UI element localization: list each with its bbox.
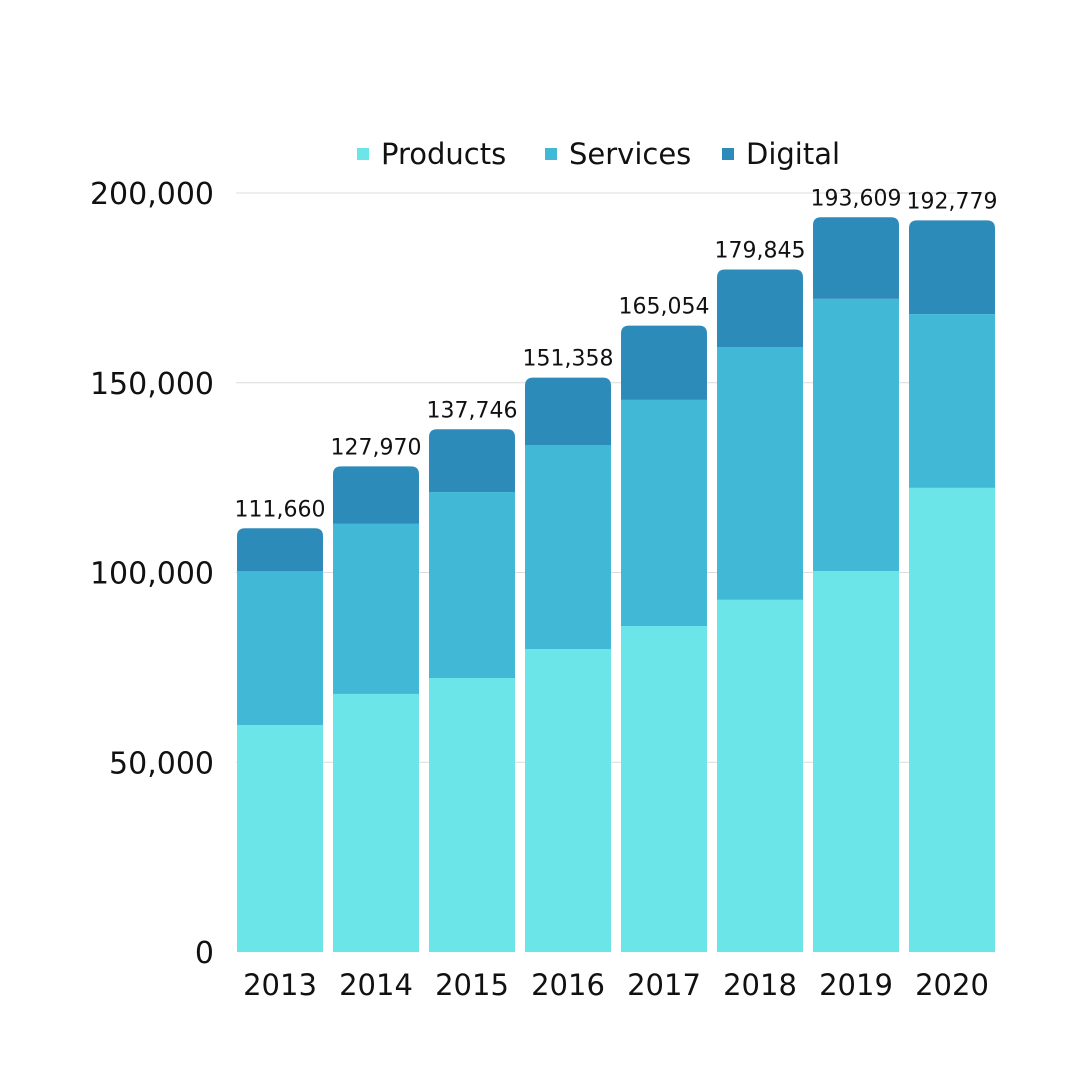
- bar-segment-services: [333, 523, 419, 694]
- bar-segment-digital: [717, 269, 803, 348]
- legend-label: Services: [569, 137, 691, 171]
- bar-segment-digital: [429, 429, 515, 493]
- x-tick-label: 2019: [819, 968, 893, 1002]
- total-label: 151,358: [523, 347, 614, 372]
- bar-segment-products: [525, 649, 611, 952]
- legend-swatch-services: [545, 148, 557, 160]
- x-tick-label: 2020: [915, 968, 989, 1002]
- total-label: 137,746: [427, 398, 518, 423]
- x-tick-label: 2013: [243, 968, 317, 1002]
- x-tick-label: 2015: [435, 968, 509, 1002]
- bar-segment-services: [813, 298, 899, 571]
- total-label: 165,054: [619, 295, 710, 320]
- bar-segment-digital: [813, 217, 899, 299]
- x-tick-label: 2017: [627, 968, 701, 1002]
- total-label: 111,660: [235, 497, 326, 522]
- y-tick-label: 50,000: [109, 746, 214, 781]
- bar-segment-products: [813, 570, 899, 952]
- bar-segment-services: [429, 492, 515, 679]
- y-tick-label: 200,000: [90, 177, 214, 212]
- bar-segment-services: [909, 314, 995, 488]
- total-label: 179,845: [715, 238, 806, 263]
- x-tick-label: 2014: [339, 968, 413, 1002]
- y-tick-label: 0: [195, 936, 214, 971]
- legend-label: Digital: [746, 137, 840, 171]
- total-label: 193,609: [811, 186, 902, 211]
- bar-segment-digital: [237, 528, 323, 571]
- x-tick-label: 2018: [723, 968, 797, 1002]
- y-tick-label: 100,000: [90, 557, 214, 592]
- y-tick-label: 150,000: [90, 367, 214, 402]
- bar-segment-services: [525, 444, 611, 650]
- bar-segment-digital: [525, 377, 611, 445]
- bar-segment-digital: [621, 325, 707, 400]
- bar-segment-digital: [909, 220, 995, 315]
- bar-segment-products: [237, 725, 323, 952]
- bar-segment-products: [909, 487, 995, 952]
- bar-segment-services: [717, 347, 803, 600]
- bar-segment-digital: [333, 466, 419, 524]
- total-label: 127,970: [331, 435, 422, 460]
- bar-segment-products: [621, 626, 707, 952]
- legend-swatch-products: [357, 148, 369, 160]
- legend-swatch-digital: [722, 148, 734, 160]
- total-label: 192,779: [907, 189, 998, 214]
- x-tick-label: 2016: [531, 968, 605, 1002]
- bar-segment-services: [237, 570, 323, 726]
- legend-label: Products: [381, 137, 506, 171]
- bar-segment-products: [429, 678, 515, 952]
- bar-segment-products: [717, 599, 803, 952]
- bar-segment-services: [621, 399, 707, 627]
- bar-segment-products: [333, 693, 419, 952]
